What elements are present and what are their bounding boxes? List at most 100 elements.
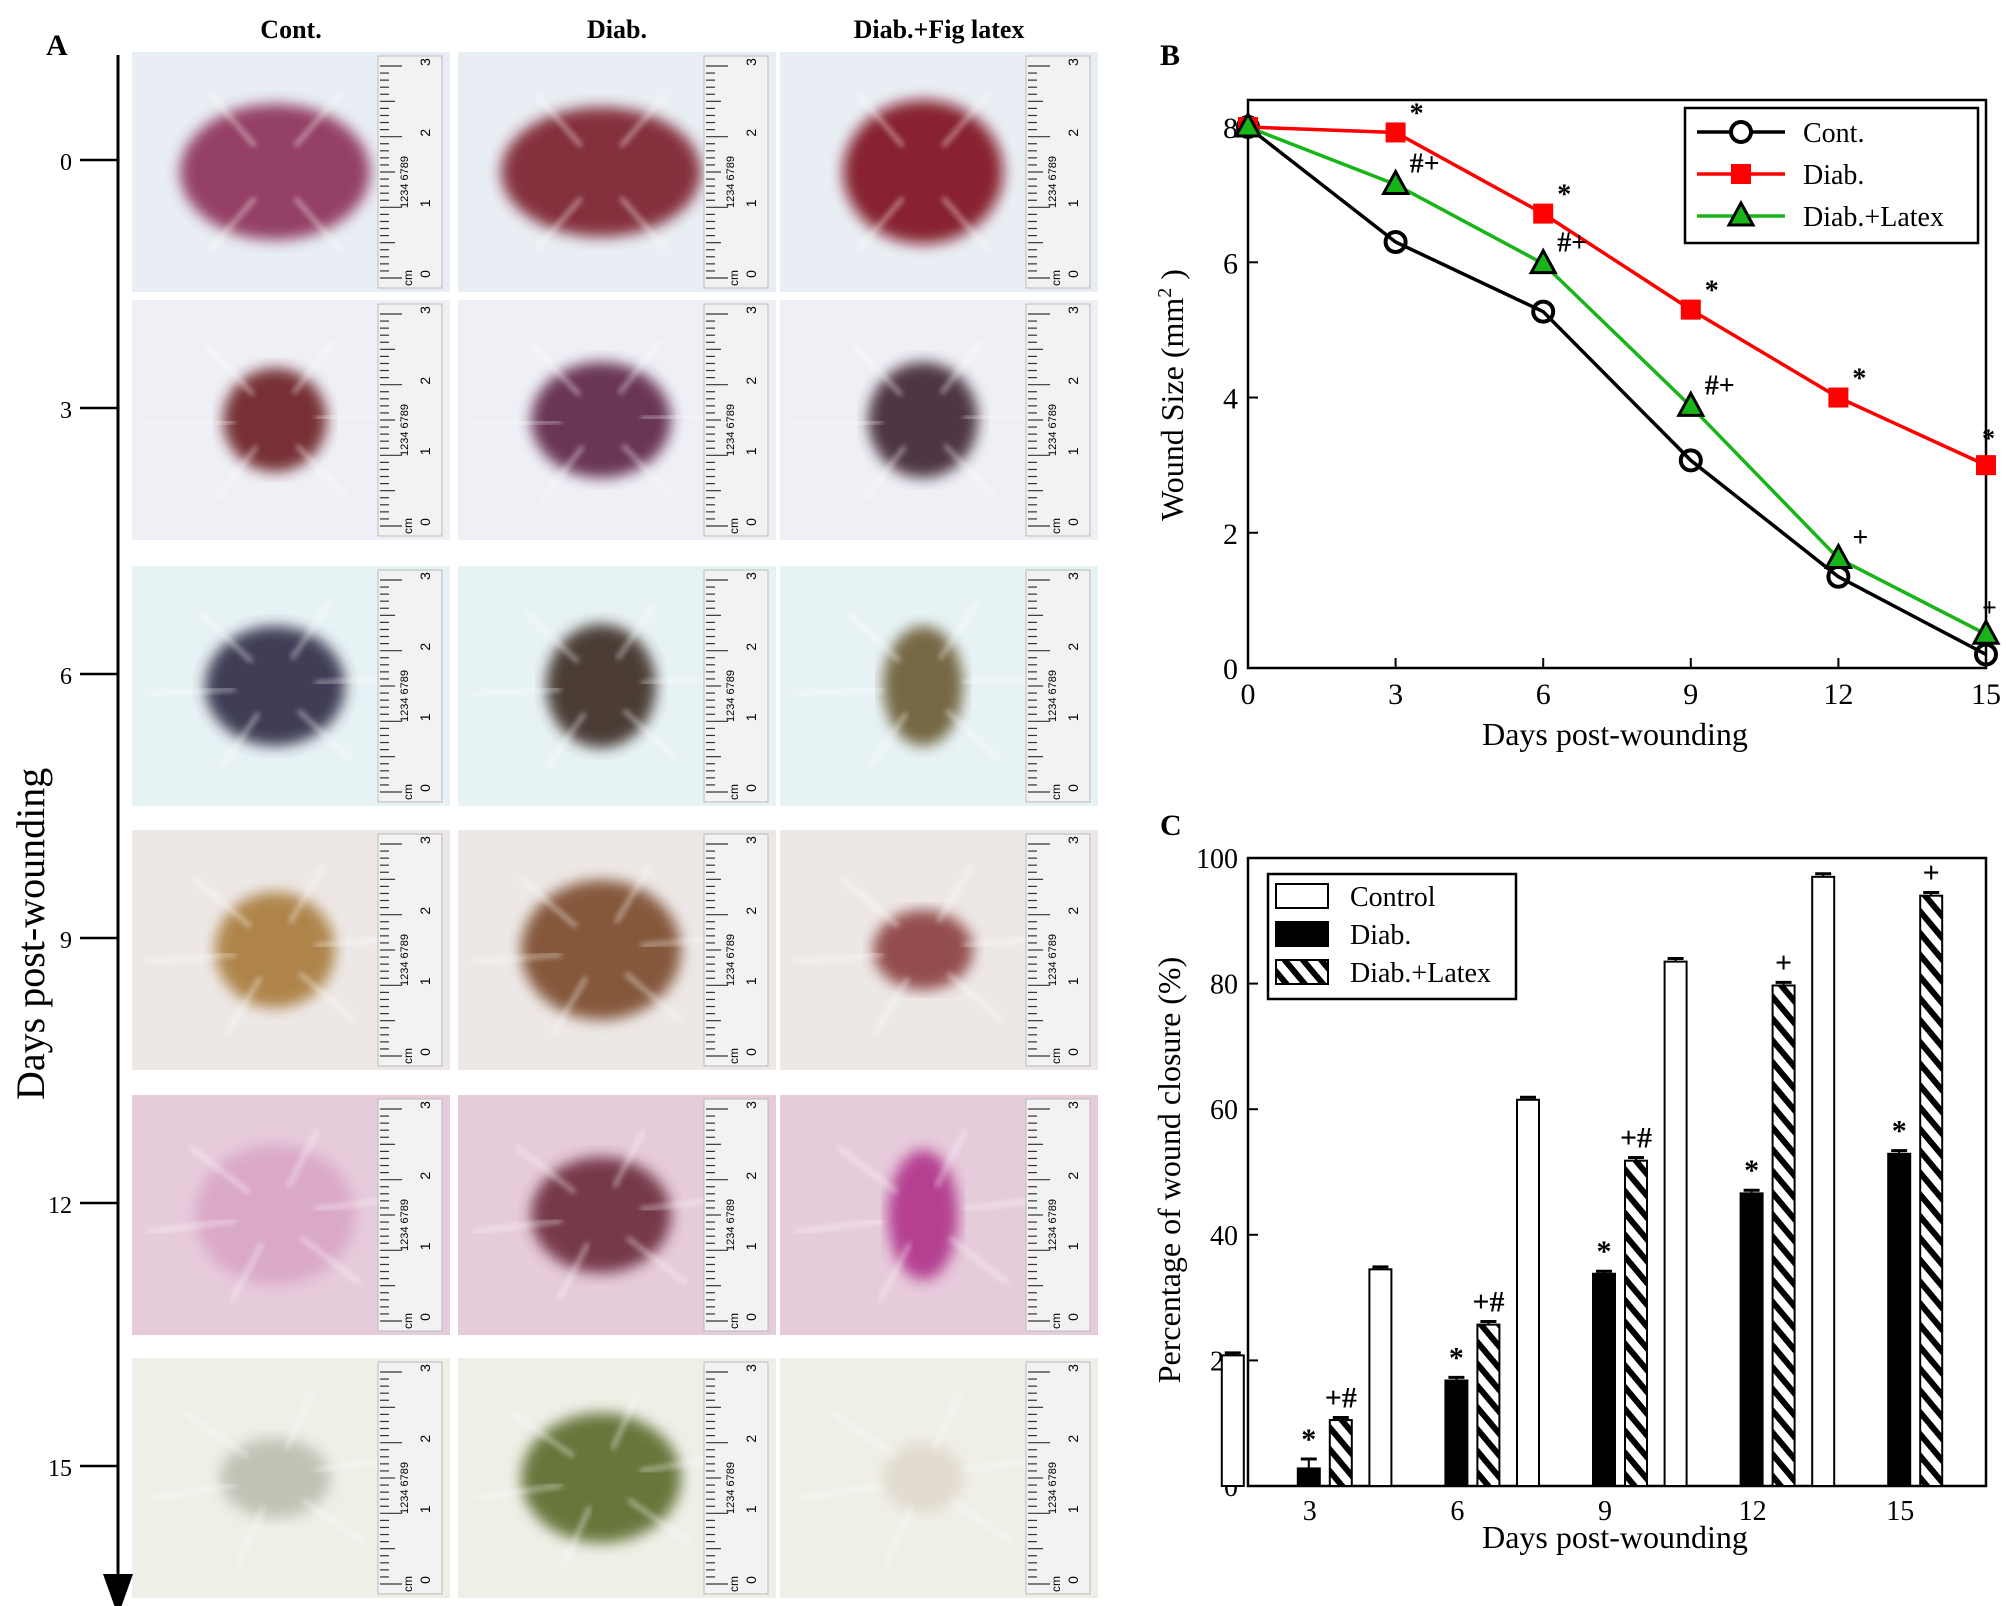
fur-strand [519,877,578,928]
wound-photo-day0-col1: 0 1 2 3 1234 6789 cm [458,52,776,292]
wound-photo-day12-col2: 0 1 2 3 1234 6789 cm [780,1095,1098,1335]
ruler-number: 3 [1065,1101,1081,1109]
wound-photo-day12-col0: 0 1 2 3 1234 6789 cm [132,1095,450,1335]
wound-area [521,1413,682,1543]
ruler-digits: 1234 6789 [725,156,737,208]
fur-strand [471,419,562,427]
fur-strand [622,708,678,761]
wound-photo-day0-col0: 0 1 2 3 1234 6789 cm [132,52,450,292]
ruler-number: 2 [743,1435,759,1443]
fur-strand [296,708,352,761]
ruler-number: 0 [743,518,759,526]
wound-area [223,368,328,472]
ruler-digits: 1234 6789 [399,404,411,456]
ruler-number: 1 [1065,713,1081,721]
legend-marker-1 [1731,164,1751,184]
c-legend-swatch-1 [1275,921,1329,947]
c-legend-label-0: Control [1350,882,1436,913]
annotation-Diab.-2: * [1557,180,1571,211]
fur-strand [851,342,903,397]
fur-strand [832,1411,897,1458]
fur-strand [145,419,236,427]
fur-strand [473,1218,563,1234]
fur-strand [619,196,668,252]
ruler-digits: 1234 6789 [1047,1462,1059,1514]
panel-a-label: A [46,29,68,62]
ruler-digits: 1234 6789 [1047,1199,1059,1251]
c-x-tick-label-0: 3 [1303,1496,1317,1527]
ruler-unit: cm [1049,518,1063,534]
ruler-number: 1 [743,1505,759,1513]
ruler-number: 3 [417,1364,433,1372]
x-tick-label-3: 9 [1683,678,1698,711]
legend-box [1683,106,1980,245]
ruler-number: 2 [1065,643,1081,651]
ruler-number: 2 [743,377,759,385]
ruler-number: 3 [1065,836,1081,844]
fur-strand [793,419,884,427]
column-title-2: Diab.+Fig latex [854,15,1025,44]
ruler-number: 3 [417,1101,433,1109]
bar-Diab.+Latex-15 [1919,894,1944,1487]
x-tick-label-0: 0 [1241,678,1256,711]
wound-area [195,1145,356,1285]
ruler-digits: 1234 6789 [399,1199,411,1251]
annotation-c-1-4: * [1892,1115,1907,1148]
column-title-1: Diab. [587,15,647,44]
fur-strand [510,1411,575,1458]
y-tick-label-1: 2 [1223,518,1238,551]
point-cont-0 [1236,115,1260,140]
ruler-digits: 1234 6789 [725,1462,737,1514]
ruler-number: 0 [743,270,759,278]
ruler-number: 0 [1065,784,1081,792]
panel-c-label: C [1160,809,1182,842]
point-cont-5 [1974,642,1998,667]
c-x-tick-label-1: 6 [1450,1496,1464,1527]
ruler-number: 2 [1065,907,1081,915]
day-tick-label-5: 15 [48,1456,72,1482]
ruler-digits: 1234 6789 [725,934,737,986]
c-legend-swatch-2 [1275,959,1329,985]
point-diab-1 [1385,122,1406,143]
legend-label-0: Cont. [1803,118,1864,149]
annotation-Diab.-1: * [1410,98,1424,129]
fur-strand [872,976,910,1035]
c-y-tick-label-2: 40 [1210,1221,1238,1252]
ruler-digits: 1234 6789 [399,934,411,986]
point-latex-4 [1823,542,1853,569]
day-tick-label-4: 12 [48,1193,72,1219]
ruler-number: 2 [1065,377,1081,385]
wound-area [220,1438,331,1518]
ruler-unit: cm [401,1576,415,1592]
chart-b-y-axis-label: Wound Size (mm2 ) [1154,269,1190,521]
fur-strand [219,712,261,769]
bar-Diab.+Latex-12 [1771,984,1796,1487]
fur-strand [796,1483,885,1502]
fur-strand [941,196,990,252]
fur-strand [230,1242,264,1301]
annotation-Diab.-5: * [1982,424,1995,453]
ruler-number: 3 [743,1101,759,1109]
fur-strand [619,92,668,148]
fur-strand [861,445,907,502]
fur-strand [300,1236,362,1285]
series-line-Diab. [1247,125,1987,467]
ruler-number: 0 [417,270,433,278]
y-tick-label-0: 0 [1223,653,1238,686]
wound-area [180,104,371,240]
chart-c-y-axis-label: Percentage of wound closure (%) [1151,957,1187,1384]
bar-Diab.-6 [1444,1379,1469,1487]
wound-photo-day15-col1: 0 1 2 3 1234 6789 cm [458,1358,776,1598]
day-tick-label-3: 9 [60,928,72,954]
chart-b-plot-frame [1246,98,1988,670]
ruler-number: 3 [743,572,759,580]
bar-Diab.-15 [1887,1152,1912,1487]
c-x-tick-label-4: 15 [1886,1496,1914,1527]
wound-photo-day3-col0: 0 1 2 3 1234 6789 cm [132,300,450,540]
fur-strand [550,976,588,1035]
series-line-Diab.+Latex [1247,125,1987,636]
annotation-Diab.+Latex-4: + [1852,522,1868,553]
ruler-number: 2 [743,1172,759,1180]
c-y-tick-label-0: 0 [1224,1472,1238,1503]
wound-photo-day0-col2: 0 1 2 3 1234 6789 cm [780,52,1098,292]
